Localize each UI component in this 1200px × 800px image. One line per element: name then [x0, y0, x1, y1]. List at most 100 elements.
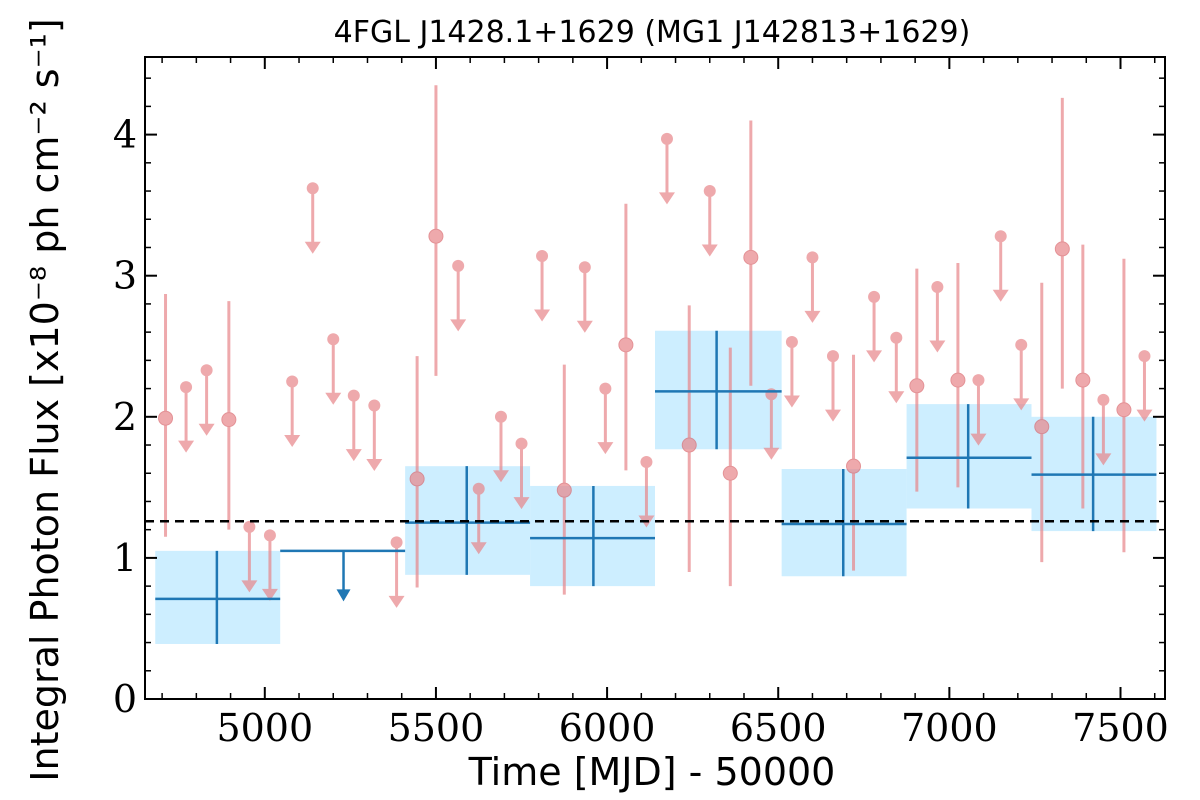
- fine-bin-upper-limit-point-25: [890, 331, 903, 344]
- coarse-bin-upper-limit-arrow-0: [336, 589, 351, 602]
- y-tick-label: 2: [113, 395, 137, 439]
- fine-bin-upper-limit-arrow-15: [576, 320, 593, 333]
- x-tick-label: 6000: [559, 706, 656, 750]
- fine-bin-upper-limit-arrow-12: [492, 470, 509, 483]
- fine-bin-upper-limit-point-30: [1097, 393, 1110, 406]
- x-tick-label: 7500: [1072, 706, 1169, 750]
- fine-bin-upper-limit-point-9: [390, 536, 403, 549]
- fine-bin-upper-limit-arrow-26: [929, 340, 946, 353]
- fine-bin-upper-limit-arrow-16: [597, 442, 614, 455]
- fine-bin-upper-limit-point-3: [263, 529, 276, 542]
- fine-bin-upper-limit-arrow-5: [304, 241, 321, 254]
- fine-bin-upper-limit-arrow-21: [783, 395, 800, 408]
- fine-bin-upper-limit-arrow-18: [658, 192, 675, 205]
- y-axis-label: Integral Photon Flux [x10⁻⁸ ph cm⁻² s⁻¹]: [23, 18, 67, 781]
- fine-bin-upper-limit-point-15: [578, 261, 591, 274]
- fine-bin-upper-limit-arrow-4: [284, 435, 301, 448]
- coarse-bin-band-3: [655, 330, 782, 450]
- fine-bin-point-4: [556, 482, 572, 498]
- fine-bin-point-8: [743, 249, 759, 265]
- fine-bin-upper-limit-point-29: [1015, 338, 1028, 351]
- fine-bin-upper-limit-arrow-19: [701, 244, 718, 257]
- fine-bin-upper-limit-point-7: [347, 389, 360, 402]
- fine-bin-upper-limit-arrow-24: [866, 350, 883, 363]
- fine-bin-upper-limit-point-16: [599, 382, 612, 395]
- fine-bin-upper-limit-arrow-22: [804, 310, 821, 323]
- fine-bin-point-2: [409, 471, 425, 487]
- fine-bin-upper-limit-arrow-13: [513, 497, 530, 510]
- fine-bin-upper-limit-point-17: [640, 455, 653, 468]
- fine-bin-upper-limit-arrow-8: [366, 459, 383, 472]
- fine-bin-upper-limit-arrow-27: [970, 433, 987, 446]
- fine-bin-upper-limit-point-10: [452, 259, 465, 272]
- fine-bin-upper-limit-arrow-10: [450, 319, 467, 332]
- fine-bin-point-15: [1116, 402, 1132, 418]
- fine-bin-upper-limit-point-0: [180, 381, 193, 394]
- fine-bin-upper-limit-arrow-29: [1013, 398, 1030, 411]
- fine-bin-upper-limit-arrow-1: [198, 423, 215, 436]
- fine-bin-upper-limit-arrow-6: [325, 392, 342, 405]
- fine-bin-upper-limit-arrow-14: [534, 309, 551, 322]
- fine-bin-upper-limit-point-2: [243, 520, 256, 533]
- fine-bin-upper-limit-point-19: [703, 185, 716, 198]
- y-tick-label: 1: [113, 536, 137, 580]
- axes: 5000 5500 6000 6500 7000 7500 0 1 2 3 4: [113, 57, 1169, 750]
- fine-bin-upper-limit-arrow-31: [1136, 409, 1153, 422]
- fine-bin-point-12: [1034, 419, 1050, 435]
- fine-bin-point-7: [722, 465, 738, 481]
- plot-frame: [144, 56, 1166, 700]
- fine-bin-point-9: [846, 458, 862, 474]
- fine-bin-upper-limit-arrow-3: [261, 588, 278, 601]
- fine-bin-upper-limit-point-5: [306, 182, 319, 195]
- fine-bin-upper-limit-point-6: [327, 333, 340, 346]
- fine-bin-point-14: [1075, 372, 1091, 388]
- fine-bin-point-6: [681, 437, 697, 453]
- y-tick-label: 0: [113, 677, 137, 721]
- fine-bin-upper-limit-arrow-23: [824, 409, 841, 422]
- fine-bin-upper-limit-point-4: [286, 375, 299, 388]
- fine-bin-upper-limit-point-26: [931, 280, 944, 293]
- fine-bin-upper-limit-arrow-11: [470, 542, 487, 555]
- fine-bin-upper-limit-arrow-2: [241, 580, 258, 593]
- chart-title: 4FGL J1428.1+1629 (MG1 J142813+1629): [334, 15, 971, 50]
- fine-bin-upper-limit-point-11: [472, 482, 485, 495]
- fine-bin-upper-limit-point-12: [494, 410, 507, 423]
- fine-bin-point-10: [909, 378, 925, 394]
- plot-area: [145, 85, 1165, 644]
- fine-bin-upper-limit-arrow-9: [388, 595, 405, 608]
- fine-bin-point-1: [221, 412, 237, 428]
- fine-bin-upper-limit-arrow-28: [992, 289, 1009, 302]
- fine-bin-upper-limit-point-18: [660, 132, 673, 145]
- fine-bin-point-5: [618, 337, 634, 353]
- fine-bin-upper-limit-point-13: [515, 437, 528, 450]
- y-tick-label: 4: [113, 113, 137, 157]
- fine-bin-upper-limit-arrow-30: [1095, 453, 1112, 466]
- fine-bin-upper-limit-arrow-25: [888, 391, 905, 404]
- x-tick-label: 5500: [388, 706, 485, 750]
- fine-bin-point-13: [1054, 241, 1070, 257]
- fine-bin-upper-limit-point-14: [536, 249, 549, 262]
- fine-bin-upper-limit-point-21: [785, 336, 798, 349]
- fine-bin-upper-limit-point-20: [765, 388, 778, 401]
- fine-bin-upper-limit-arrow-0: [178, 440, 195, 453]
- fine-bin-point-11: [950, 372, 966, 388]
- x-axis-label: Time [MJD] - 50000: [468, 750, 836, 794]
- x-tick-label: 6500: [730, 706, 827, 750]
- fine-bin-upper-limit-point-1: [200, 364, 213, 377]
- fine-bin-upper-limit-point-23: [826, 350, 839, 363]
- fine-bin-point-3: [428, 228, 444, 244]
- x-tick-label: 5000: [216, 706, 313, 750]
- fine-bin-upper-limit-point-31: [1138, 350, 1151, 363]
- fine-bin-upper-limit-arrow-7: [345, 449, 362, 462]
- fine-bin-upper-limit-point-28: [994, 230, 1007, 243]
- fine-bin-series: [158, 85, 1153, 608]
- fine-bin-upper-limit-point-27: [972, 374, 985, 387]
- fine-bin-upper-limit-point-22: [806, 251, 819, 264]
- fine-bin-upper-limit-point-24: [868, 290, 881, 303]
- fine-bin-point-0: [158, 410, 174, 426]
- y-tick-label: 3: [113, 254, 137, 298]
- fine-bin-upper-limit-point-8: [368, 399, 381, 412]
- fine-bin-upper-limit-arrow-20: [763, 447, 780, 460]
- x-tick-label: 7000: [901, 706, 998, 750]
